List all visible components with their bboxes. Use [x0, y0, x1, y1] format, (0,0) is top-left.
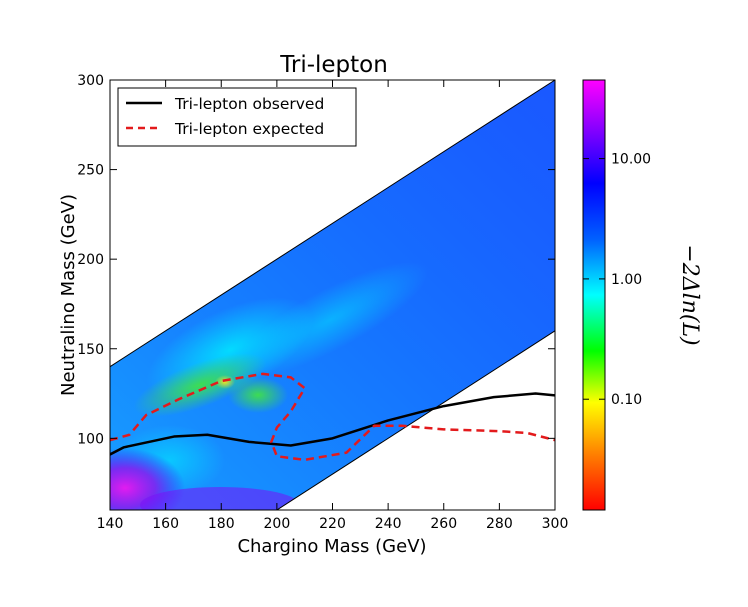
x-tick-label: 200 [264, 516, 291, 532]
colorbar-tick-label: 10.00 [611, 152, 651, 168]
observed-line [110, 392, 555, 456]
y-tick-label: 300 [77, 73, 104, 89]
legend-entry-expected: Tri-lepton expected [174, 120, 324, 138]
y-tick-label: 250 [77, 163, 104, 179]
x-tick-label: 160 [152, 516, 179, 532]
legend-entry-observed: Tri-lepton observed [174, 95, 324, 113]
y-tick-label: 150 [77, 342, 104, 358]
x-tick-label: 300 [542, 516, 569, 532]
colorbar-label: −2Δln(L) [677, 244, 702, 345]
x-tick-label: 280 [486, 516, 513, 532]
region-boundary-lower [276, 330, 556, 511]
x-tick-label: 240 [375, 516, 402, 532]
colorbar [582, 79, 606, 511]
region-boundary-upper [109, 79, 556, 368]
x-tick-label: 140 [97, 516, 124, 532]
colorbar-tick-label: 0.10 [611, 392, 642, 408]
colorbar-tick-label: 1.00 [611, 272, 642, 288]
y-axis-label: Neutralino Mass (GeV) [58, 194, 79, 396]
chart-title: Tri-lepton [279, 52, 388, 78]
y-tick-label: 100 [77, 431, 104, 447]
heatmap-region [110, 80, 555, 510]
x-axis-label: Chargino Mass (GeV) [237, 536, 426, 557]
x-tick-label: 180 [208, 516, 235, 532]
legend: Tri-lepton observed Tri-lepton expected [117, 87, 357, 147]
x-tick-label: 220 [319, 516, 346, 532]
y-tick-label: 200 [77, 252, 104, 268]
x-tick-label: 260 [430, 516, 457, 532]
